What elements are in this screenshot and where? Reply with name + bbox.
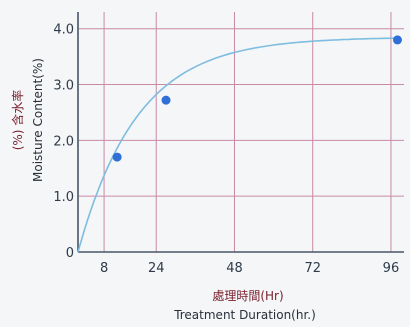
axes	[77, 12, 404, 253]
y-tick-label: 2.0	[53, 134, 74, 149]
fit-curve-layer	[77, 37, 398, 253]
x-axis-title-en: Treatment Duration(hr.)	[173, 308, 316, 322]
data-point	[112, 152, 122, 162]
y-tick-labels: 0 1.0 2.0 3.0 4.0	[53, 23, 74, 261]
y-tick-label: 4.0	[53, 23, 74, 38]
y-tick-label: 0	[66, 246, 74, 261]
data-points	[112, 35, 402, 162]
x-tick-label: 8	[100, 261, 108, 276]
x-tick-labels: 8 24 48 72 96	[100, 261, 399, 276]
data-point	[392, 35, 402, 45]
fit-curve	[77, 37, 398, 253]
x-axis-title-cn: 處理時間(Hr)	[212, 289, 283, 303]
x-tick-label: 96	[383, 261, 400, 276]
y-tick-label: 1.0	[53, 190, 74, 205]
x-tick-label: 24	[148, 261, 165, 276]
x-tick-label: 72	[304, 261, 321, 276]
y-axis-title-cn: (%) 含水率	[10, 90, 25, 151]
y-axis-title-en: Moisture Content(%)	[31, 58, 45, 182]
x-tick-label: 48	[226, 261, 243, 276]
y-tick-label: 3.0	[53, 79, 74, 94]
data-point	[161, 95, 171, 105]
